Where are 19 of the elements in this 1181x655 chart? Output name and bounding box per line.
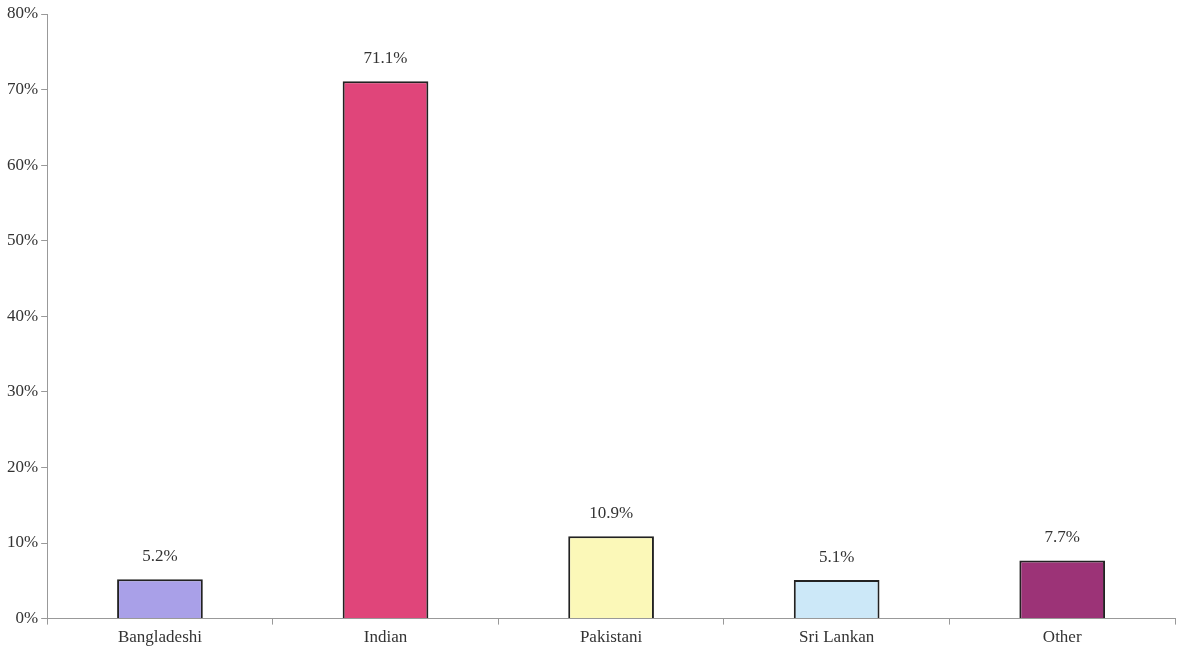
y-tick-label: 0% (15, 608, 39, 628)
y-tick-label: 80% (6, 3, 39, 23)
data-label: 7.7% (1044, 527, 1080, 547)
y-tick-label: 30% (6, 381, 39, 401)
data-label: 71.1% (363, 48, 408, 68)
y-tick-label: 20% (6, 456, 39, 476)
x-tick-label: Indian (363, 627, 408, 647)
y-tick-label: 60% (6, 154, 39, 174)
data-label: 5.1% (818, 547, 855, 567)
y-tick-label: 50% (6, 230, 39, 250)
x-tick-label: Pakistani (579, 627, 643, 647)
x-tick-label: Other (1042, 627, 1082, 647)
y-tick-label: 70% (6, 79, 39, 99)
data-label: 10.9% (589, 503, 634, 523)
y-tick-label: 10% (6, 532, 39, 552)
x-tick-label: Bangladeshi (117, 627, 203, 647)
x-tick-label: Sri Lankan (799, 627, 875, 647)
data-label: 5.2% (142, 546, 178, 566)
y-tick-label: 40% (6, 305, 39, 325)
